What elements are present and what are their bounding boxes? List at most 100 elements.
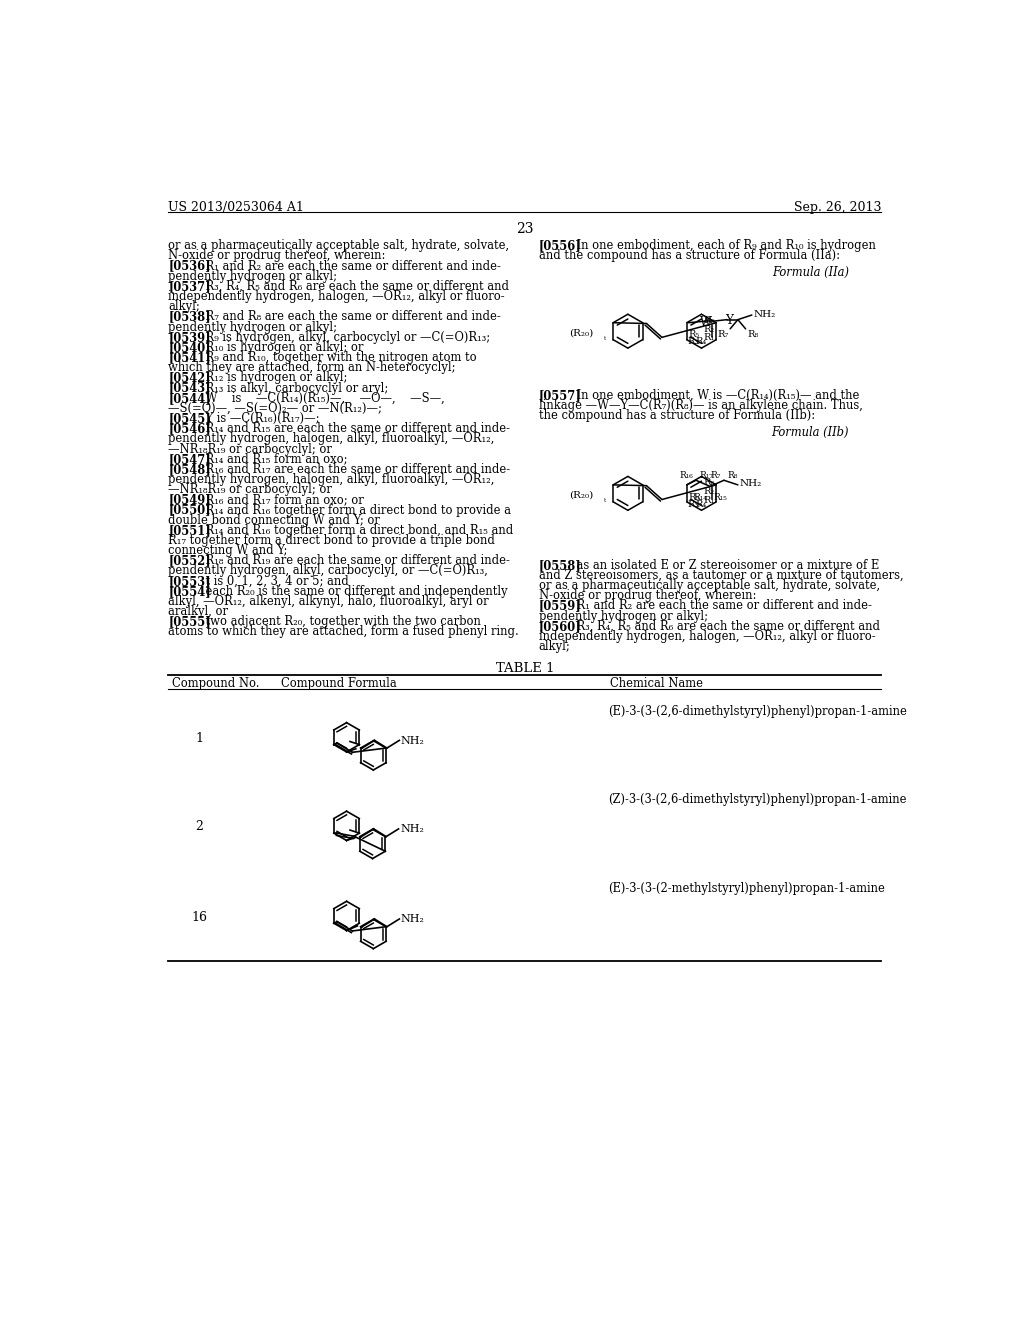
- Text: t is 0, 1, 2, 3, 4 or 5; and: t is 0, 1, 2, 3, 4 or 5; and: [191, 574, 349, 587]
- Text: Y: Y: [725, 314, 732, 327]
- Text: N-oxide or prodrug thereof, wherein:: N-oxide or prodrug thereof, wherein:: [539, 589, 756, 602]
- Text: alkyl, —OR₁₂, alkenyl, alkynyl, halo, fluoroalkyl, aryl or: alkyl, —OR₁₂, alkenyl, alkynyl, halo, fl…: [168, 595, 488, 609]
- Text: US 2013/0253064 A1: US 2013/0253064 A1: [168, 201, 304, 214]
- Text: Compound No.: Compound No.: [172, 677, 260, 690]
- Text: R₇: R₇: [718, 330, 729, 339]
- Text: and Z stereoisomers, as a tautomer or a mixture of tautomers,: and Z stereoisomers, as a tautomer or a …: [539, 569, 903, 582]
- Text: atoms to which they are attached, form a fused phenyl ring.: atoms to which they are attached, form a…: [168, 626, 519, 639]
- Text: connecting W and Y;: connecting W and Y;: [168, 544, 288, 557]
- Text: Sep. 26, 2013: Sep. 26, 2013: [794, 201, 882, 214]
- Text: Compound Formula: Compound Formula: [281, 677, 396, 690]
- Text: NH₂: NH₂: [400, 824, 424, 834]
- Text: [0554]: [0554]: [168, 585, 211, 598]
- Text: 1: 1: [196, 731, 204, 744]
- Text: [0558]: [0558]: [539, 558, 582, 572]
- Text: which they are attached, form an N-heterocyclyl;: which they are attached, form an N-heter…: [168, 362, 456, 374]
- Text: [0545]: [0545]: [168, 412, 211, 425]
- Text: [0537]: [0537]: [168, 280, 211, 293]
- Text: R₃, R₄, R₅ and R₆ are each the same or different and: R₃, R₄, R₅ and R₆ are each the same or d…: [191, 280, 510, 293]
- Text: R₁₀ is hydrogen or alkyl; or: R₁₀ is hydrogen or alkyl; or: [191, 341, 364, 354]
- Text: NH₂: NH₂: [400, 915, 425, 924]
- Text: NH₂: NH₂: [400, 735, 425, 746]
- Text: pendently hydrogen, alkyl, carbocyclyl, or —C(=O)R₁₃,: pendently hydrogen, alkyl, carbocyclyl, …: [168, 565, 488, 577]
- Text: independently hydrogen, halogen, —OR₁₂, alkyl or fluoro-: independently hydrogen, halogen, —OR₁₂, …: [539, 630, 876, 643]
- Text: alkyl;: alkyl;: [168, 300, 200, 313]
- Text: each R₂₀ is the same or different and independently: each R₂₀ is the same or different and in…: [191, 585, 508, 598]
- Text: N-oxide or prodrug thereof, wherein:: N-oxide or prodrug thereof, wherein:: [168, 249, 386, 263]
- Text: R₄: R₄: [696, 499, 708, 508]
- Text: R₅: R₅: [688, 492, 699, 502]
- Text: two adjacent R₂₀, together with the two carbon: two adjacent R₂₀, together with the two …: [191, 615, 481, 628]
- Text: Formula (IIb): Formula (IIb): [771, 425, 849, 438]
- Text: R₈: R₈: [727, 471, 737, 480]
- Text: R₃: R₃: [687, 499, 698, 508]
- Text: R₁₄ and R₁₅ form an oxo;: R₁₄ and R₁₅ form an oxo;: [191, 453, 348, 466]
- Text: [0536]: [0536]: [168, 260, 211, 272]
- Text: the compound has a structure of Formula (IIb):: the compound has a structure of Formula …: [539, 409, 815, 422]
- Text: R₂: R₂: [703, 487, 715, 496]
- Text: double bond connecting W and Y; or: double bond connecting W and Y; or: [168, 513, 380, 527]
- Text: ₜ: ₜ: [604, 495, 606, 504]
- Text: and the compound has a structure of Formula (IIa):: and the compound has a structure of Form…: [539, 249, 840, 263]
- Text: R₁₈ and R₁₉ are each the same or different and inde-: R₁₈ and R₁₉ are each the same or differe…: [191, 554, 510, 568]
- Text: 16: 16: [191, 911, 207, 924]
- Text: In one embodiment, each of R₉ and R₁₀ is hydrogen: In one embodiment, each of R₉ and R₁₀ is…: [562, 239, 876, 252]
- Text: [0560]: [0560]: [539, 620, 582, 632]
- Text: [0552]: [0552]: [168, 554, 211, 568]
- Text: (R₂₀): (R₂₀): [569, 490, 594, 499]
- Text: [0546]: [0546]: [168, 422, 211, 436]
- Text: R₁₅: R₁₅: [713, 492, 727, 502]
- Text: [0547]: [0547]: [168, 453, 211, 466]
- Text: R₈: R₈: [748, 330, 759, 339]
- Text: NH₂: NH₂: [739, 479, 762, 488]
- Text: Chemical Name: Chemical Name: [610, 677, 703, 690]
- Text: W: W: [700, 315, 712, 329]
- Text: R₁₄: R₁₄: [693, 492, 707, 502]
- Text: [0551]: [0551]: [168, 524, 211, 537]
- Text: R₁ and R₂ are each the same or different and inde-: R₁ and R₂ are each the same or different…: [191, 260, 502, 272]
- Text: R₇ and R₈ are each the same or different and inde-: R₇ and R₈ are each the same or different…: [191, 310, 501, 323]
- Text: pendently hydrogen or alkyl;: pendently hydrogen or alkyl;: [539, 610, 708, 623]
- Text: pendently hydrogen, halogen, alkyl, fluoroalkyl, —OR₁₂,: pendently hydrogen, halogen, alkyl, fluo…: [168, 433, 495, 445]
- Text: R₁₄ and R₁₅ are each the same or different and inde-: R₁₄ and R₁₅ are each the same or differe…: [191, 422, 510, 436]
- Text: R₁₂ is hydrogen or alkyl;: R₁₂ is hydrogen or alkyl;: [191, 371, 348, 384]
- Text: or as a pharmaceutically acceptable salt, hydrate, solvate,: or as a pharmaceutically acceptable salt…: [539, 579, 880, 593]
- Text: [0540]: [0540]: [168, 341, 211, 354]
- Text: (E)-3-(3-(2,6-dimethylstyryl)phenyl)propan-1-amine: (E)-3-(3-(2,6-dimethylstyryl)phenyl)prop…: [608, 705, 907, 718]
- Text: pendently hydrogen or alkyl;: pendently hydrogen or alkyl;: [168, 321, 337, 334]
- Text: (Z)-3-(3-(2,6-dimethylstyryl)phenyl)propan-1-amine: (Z)-3-(3-(2,6-dimethylstyryl)phenyl)prop…: [608, 793, 907, 807]
- Text: R₁: R₁: [703, 496, 715, 504]
- Text: linkage —W—Y—C(R₇)(R₈)— is an alkylene chain. Thus,: linkage —W—Y—C(R₇)(R₈)— is an alkylene c…: [539, 399, 862, 412]
- Text: [0538]: [0538]: [168, 310, 211, 323]
- Text: R₁₄ and R₁₆ together form a direct bond to provide a: R₁₄ and R₁₆ together form a direct bond …: [191, 503, 511, 516]
- Text: R₉ and R₁₀, together with the nitrogen atom to: R₉ and R₁₀, together with the nitrogen a…: [191, 351, 477, 364]
- Text: R₁: R₁: [703, 334, 715, 342]
- Text: R₁₇: R₁₇: [699, 471, 713, 480]
- Text: ₜ: ₜ: [604, 333, 606, 342]
- Text: —NR₁₈R₁₉ or carbocyclyl; or: —NR₁₈R₁₉ or carbocyclyl; or: [168, 442, 332, 455]
- Text: pendently hydrogen or alkyl;: pendently hydrogen or alkyl;: [168, 269, 337, 282]
- Text: [0542]: [0542]: [168, 371, 211, 384]
- Text: Formula (IIa): Formula (IIa): [772, 265, 849, 279]
- Text: In one embodiment, W is —C(R₁₄)(R₁₅)— and the: In one embodiment, W is —C(R₁₄)(R₁₅)— an…: [562, 389, 859, 401]
- Text: R₃, R₄, R₅ and R₆ are each the same or different and: R₃, R₄, R₅ and R₆ are each the same or d…: [562, 620, 880, 632]
- Text: Y is —C(R₁₆)(R₁₇)—;: Y is —C(R₁₆)(R₁₇)—;: [191, 412, 319, 425]
- Text: R₇: R₇: [711, 471, 721, 480]
- Text: R₁₃ is alkyl, carbocyclyl or aryl;: R₁₃ is alkyl, carbocyclyl or aryl;: [191, 381, 389, 395]
- Text: W    is    —C(R₁₄)(R₁₅)—,    —O—,    —S—,: W is —C(R₁₄)(R₁₅)—, —O—, —S—,: [191, 392, 445, 405]
- Text: NH₂: NH₂: [754, 310, 775, 318]
- Text: 2: 2: [196, 820, 203, 833]
- Text: R₁₆: R₁₆: [679, 471, 693, 480]
- Text: [0539]: [0539]: [168, 331, 211, 343]
- Text: R₆: R₆: [703, 478, 715, 487]
- Text: [0549]: [0549]: [168, 494, 211, 507]
- Text: as an isolated E or Z stereoisomer or a mixture of E: as an isolated E or Z stereoisomer or a …: [562, 558, 880, 572]
- Text: [0555]: [0555]: [168, 615, 211, 628]
- Text: [0548]: [0548]: [168, 463, 211, 475]
- Text: TABLE 1: TABLE 1: [496, 661, 554, 675]
- Text: 23: 23: [516, 222, 534, 235]
- Text: —S(=O)—, —S(=O)₂— or —N(R₁₂)—;: —S(=O)—, —S(=O)₂— or —N(R₁₂)—;: [168, 401, 382, 414]
- Text: [0556]: [0556]: [539, 239, 582, 252]
- Text: —NR₁₈R₁₉ or carbocyclyl; or: —NR₁₈R₁₉ or carbocyclyl; or: [168, 483, 332, 496]
- Text: or as a pharmaceutically acceptable salt, hydrate, solvate,: or as a pharmaceutically acceptable salt…: [168, 239, 509, 252]
